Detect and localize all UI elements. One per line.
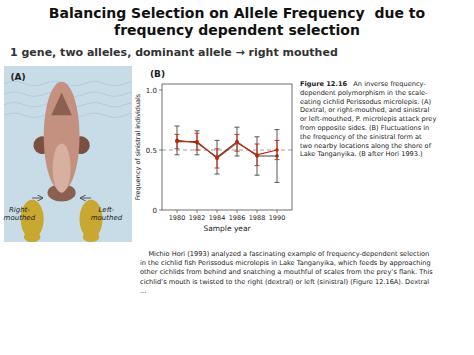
arrow — [81, 198, 91, 199]
fish-label: Right- — [9, 206, 30, 214]
x-tick — [257, 210, 258, 213]
x-tick-label: 1986 — [229, 214, 246, 222]
caption-text: An inverse frequency- — [347, 80, 426, 88]
caption-text: two nearby locations along the shore of — [300, 142, 432, 150]
y-tick-label: 0.5 — [146, 147, 157, 155]
subtitle: 1 gene, two alleles, dominant allele → r… — [10, 46, 338, 59]
error-bar — [215, 149, 220, 168]
fish-label: Left- — [98, 206, 114, 214]
fish-label: mouthed — [4, 214, 36, 222]
y-tick-label: 0 — [153, 207, 157, 215]
body-text: Michio Hori (1993) analyzed a fascinatin… — [140, 250, 429, 258]
fish-shape — [24, 231, 41, 242]
caption-text: or left-mouthed, P. microlepis attack pr… — [300, 115, 436, 123]
y-tick-label: 1.0 — [146, 87, 157, 95]
fish-illustration — [4, 66, 132, 242]
arrow — [32, 198, 42, 199]
caption-label: Figure 12.16 — [300, 80, 347, 88]
series-line — [177, 142, 277, 159]
x-tick — [177, 210, 178, 213]
point — [175, 140, 179, 144]
caption-text: dependent polymorphism in the scale- — [300, 89, 428, 97]
point — [195, 140, 199, 144]
x-axis-label: Sample year — [203, 224, 251, 233]
error-bar — [235, 127, 240, 156]
fish-panel — [4, 66, 132, 242]
x-tick-label: 1988 — [249, 214, 266, 222]
y-tick — [159, 210, 162, 211]
x-tick — [237, 210, 238, 213]
series — [175, 126, 280, 182]
caption-text: Dextral, or right-mouthed, and sinistral — [300, 106, 429, 114]
panel-label: (A) — [10, 72, 25, 82]
error-bar — [275, 140, 280, 159]
error-bar — [175, 134, 180, 148]
title: Balancing Selection on Allele Frequency … — [49, 5, 426, 21]
error-bar — [255, 137, 260, 175]
x-tick — [277, 210, 278, 213]
y-tick — [159, 90, 162, 91]
fish-label: mouthed — [91, 214, 123, 222]
title: frequency dependent selection — [114, 22, 360, 38]
series — [175, 133, 280, 168]
error-bar — [255, 144, 260, 166]
error-bar — [175, 126, 180, 155]
caption-text: the frequency of the sinistral form at — [300, 133, 422, 141]
x-tick-label: 1980 — [169, 214, 186, 222]
fish-shape — [83, 231, 100, 242]
fish-shape — [51, 92, 71, 115]
caption-text: eating cichlid Perissodus microlepis. (A… — [300, 98, 431, 106]
y-tick — [159, 150, 162, 151]
body-text: other cichlids from behind and snatching… — [140, 268, 433, 276]
body-text: ... — [140, 287, 146, 295]
x-tick-label: 1984 — [209, 214, 226, 222]
plot-frame — [162, 84, 292, 210]
error-bar — [235, 134, 240, 151]
caption-text: Lake Tanganyika. (B after Hori 1993.) — [300, 150, 423, 158]
point — [235, 141, 239, 145]
point — [255, 153, 259, 157]
figure: Balancing Selection on Allele Frequency … — [0, 0, 474, 355]
point — [275, 148, 279, 152]
caption-text: from opposite sides. (B) Fluctuations in — [300, 124, 429, 132]
y-axis-label: Frequency of sinistral individuals — [134, 93, 142, 200]
body-text: cichlid’s mouth is twisted to the right … — [140, 278, 429, 286]
point — [215, 157, 219, 161]
x-tick — [197, 210, 198, 213]
error-bar — [275, 130, 280, 183]
error-bar — [195, 133, 200, 150]
series-line — [177, 140, 277, 157]
x-tick-label: 1982 — [189, 214, 206, 222]
plot-area — [162, 126, 292, 182]
body-text: in the cichlid fish Perissodus microlepi… — [140, 259, 431, 267]
fish-shape — [53, 143, 71, 192]
x-tick-label: 1990 — [269, 214, 286, 222]
x-tick — [217, 210, 218, 213]
panel-label: (B) — [150, 69, 165, 79]
